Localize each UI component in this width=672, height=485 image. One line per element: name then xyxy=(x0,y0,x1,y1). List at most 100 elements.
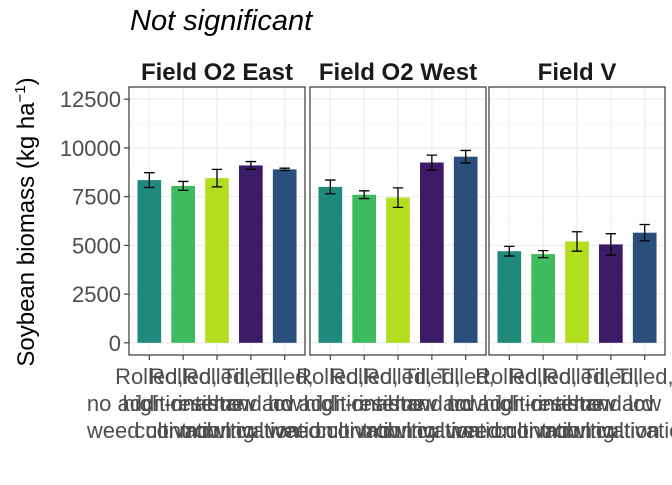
x-tick-label-line: high-residue xyxy=(483,391,604,416)
x-tick-label-line: standard xyxy=(389,391,475,416)
bar xyxy=(565,241,589,343)
x-tick-label-line: Tilled, xyxy=(582,364,640,389)
x-tick-label: Rolled, high-residue cultivation xyxy=(123,364,244,443)
x-tick-label-line: weed control xyxy=(446,418,572,443)
x-tick-label-line: Tilled, xyxy=(256,364,314,389)
bar xyxy=(453,156,478,343)
x-tick-label-line: Tilled, xyxy=(616,364,672,389)
facet-panel-1: Field O2 East Rolled, no additional weed co… xyxy=(86,59,334,443)
x-tick-label: Rolled, high-residue cultivation xyxy=(304,364,425,443)
error-bar xyxy=(144,172,155,189)
bar xyxy=(497,251,522,343)
x-tick-label-line: cultivation xyxy=(202,418,300,443)
x-tick-label-line: no additional xyxy=(447,391,572,416)
x-tick-label-line: Rolled, xyxy=(330,364,398,389)
x-tick-label-line: high-residue xyxy=(123,391,244,416)
x-tick-label-line: cultivation xyxy=(494,418,592,443)
error-bar xyxy=(605,233,617,256)
bar xyxy=(137,180,162,343)
x-tick-label-line: Tilled, xyxy=(222,364,280,389)
x-tick-label: Tilled, standard cultivation xyxy=(562,364,660,443)
plot-title: Not significant xyxy=(130,5,314,37)
x-tick-label-line: mowing xyxy=(360,418,436,443)
x-tick-label-line: interrow xyxy=(538,391,616,416)
error-bar xyxy=(358,190,370,200)
x-tick-label-line: no additional xyxy=(87,391,212,416)
x-tick-label-line: weed control xyxy=(267,418,393,443)
bar xyxy=(239,165,263,343)
x-tick-label-line: cultivation xyxy=(562,418,660,443)
y-axis-title: Soybean biomass (kg ha−1) xyxy=(12,77,40,366)
x-tick-label-line: Rolled, xyxy=(509,364,577,389)
y-axis-title-superscript: −1 xyxy=(12,85,29,102)
facet-panel-2: Field O2 West Rolled, no additional weed co… xyxy=(267,59,515,443)
error-bar xyxy=(392,187,404,209)
x-tick-label: Rolled, high-residue cultivation xyxy=(483,364,604,443)
x-tick-label-line: Rolled, xyxy=(475,364,543,389)
y-axis-title-close: ) xyxy=(13,77,40,85)
error-bar xyxy=(279,167,290,172)
x-tick-label-line: cultivation xyxy=(383,418,481,443)
x-tick-label-line: Rolled, xyxy=(543,364,611,389)
x-tick-label-line: Rolled, xyxy=(149,364,217,389)
x-tick-label-line: low xyxy=(449,391,482,416)
x-tick-label-line: standard xyxy=(568,391,654,416)
x-tick-label-line: cultivation xyxy=(236,418,334,443)
error-bar xyxy=(571,231,583,252)
x-tick-label-line: Rolled, xyxy=(183,364,251,389)
facet-strip-label: Field V xyxy=(538,59,617,86)
bar xyxy=(531,254,555,343)
error-bar xyxy=(537,249,549,259)
error-bar xyxy=(177,180,189,192)
error-bar xyxy=(245,160,257,170)
x-tick-label: Rolled, interrow mowing xyxy=(538,364,616,443)
facet-strip-label: Field O2 West xyxy=(319,59,477,86)
x-tick-label: Tilled, standard cultivation xyxy=(383,364,481,443)
x-tick-label-line: mowing xyxy=(179,418,255,443)
x-tick-label-line: low xyxy=(628,391,661,416)
error-bar xyxy=(460,149,471,164)
error-bar xyxy=(426,154,438,171)
facet-strip-label: Field O2 East xyxy=(141,59,293,86)
bar xyxy=(352,194,376,343)
x-tick-label: Tilled, standard cultivation xyxy=(202,364,300,443)
x-tick-label-line: standard xyxy=(208,391,294,416)
x-tick-label-line: high-residue xyxy=(304,391,425,416)
y-tick-label: 12500 xyxy=(60,87,121,112)
x-tick-label-line: cultivation xyxy=(596,418,672,443)
x-tick-label-line: Tilled, xyxy=(437,364,495,389)
x-tick-label-line: cultivation xyxy=(134,418,232,443)
bar xyxy=(420,162,444,343)
x-tick-label: Rolled, no additional weed control xyxy=(267,364,393,443)
y-tick-label: 7500 xyxy=(72,185,121,210)
x-tick-label-line: Rolled, xyxy=(296,364,364,389)
x-tick-label: Rolled, interrow mowing xyxy=(178,364,256,443)
x-tick-label-line: no additional xyxy=(268,391,393,416)
x-tick-label-line: Rolled, xyxy=(364,364,432,389)
bar xyxy=(632,232,657,343)
x-tick-label-line: mowing xyxy=(539,418,615,443)
bar xyxy=(318,186,343,343)
x-tick-label-line: low xyxy=(268,391,301,416)
y-tick-label: 2500 xyxy=(72,282,121,307)
error-bar xyxy=(211,168,223,188)
x-tick-label-line: interrow xyxy=(178,391,256,416)
x-tick-label-line: cultivation xyxy=(315,418,413,443)
x-tick-label: Rolled, interrow mowing xyxy=(359,364,437,443)
y-axis-title-main: Soybean biomass (kg ha xyxy=(13,102,40,367)
error-bar xyxy=(325,179,336,195)
x-tick-label: Rolled, no additional weed control xyxy=(446,364,572,443)
x-tick-label-line: cultivation xyxy=(417,418,515,443)
x-tick-label-line: Tilled, xyxy=(403,364,461,389)
bar xyxy=(386,197,410,343)
y-tick-label: 10000 xyxy=(60,136,121,161)
error-bar xyxy=(639,223,650,242)
y-tick-label: 0 xyxy=(109,331,121,356)
bar xyxy=(171,185,195,343)
